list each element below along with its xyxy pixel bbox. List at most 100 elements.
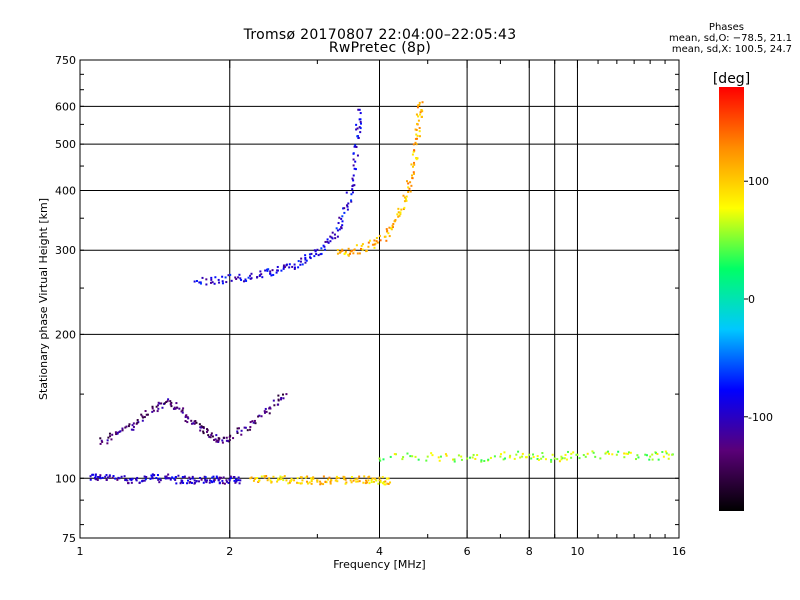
data-point — [186, 416, 189, 419]
data-point — [346, 208, 349, 211]
data-point — [504, 457, 507, 460]
data-point — [378, 457, 381, 460]
data-point — [314, 250, 317, 253]
data-point — [407, 182, 410, 185]
data-point — [390, 228, 393, 231]
data-point — [625, 452, 628, 455]
data-point — [519, 456, 522, 459]
data-point — [218, 482, 221, 485]
data-point — [221, 441, 224, 444]
data-point — [201, 276, 204, 279]
x-tick-label: 6 — [464, 545, 471, 558]
data-point — [118, 477, 121, 480]
data-point — [382, 458, 385, 461]
data-point — [282, 479, 285, 482]
data-point — [561, 457, 564, 460]
data-point — [204, 479, 207, 482]
data-point — [319, 480, 322, 483]
data-point — [297, 266, 300, 269]
data-point — [358, 252, 361, 255]
data-point — [381, 476, 384, 479]
data-point — [350, 475, 353, 478]
data-point — [544, 458, 547, 461]
data-point — [407, 186, 410, 189]
data-point — [216, 477, 219, 480]
data-point — [265, 410, 268, 413]
data-point — [269, 407, 272, 410]
data-point — [135, 478, 138, 481]
data-point — [124, 426, 127, 429]
data-point — [267, 268, 270, 271]
data-point — [338, 228, 341, 231]
data-point — [367, 245, 370, 248]
data-point — [416, 106, 419, 109]
data-point — [279, 475, 282, 478]
data-point — [191, 477, 194, 480]
data-point — [193, 422, 196, 425]
data-point — [149, 477, 152, 480]
data-point — [487, 458, 490, 461]
data-point — [356, 477, 359, 480]
data-point — [177, 474, 180, 477]
data-point — [282, 266, 285, 269]
data-point — [159, 479, 162, 482]
data-point — [277, 403, 280, 406]
data-point — [410, 163, 413, 166]
data-point — [232, 476, 235, 479]
data-point — [157, 407, 160, 410]
data-point — [264, 269, 267, 272]
data-point — [129, 478, 132, 481]
data-point — [387, 482, 390, 485]
data-point — [532, 453, 535, 456]
data-point — [565, 458, 568, 461]
data-point — [393, 453, 396, 456]
data-point — [186, 479, 189, 482]
data-point — [180, 481, 183, 484]
data-point — [168, 477, 171, 480]
data-point — [553, 457, 556, 460]
data-point — [131, 477, 134, 480]
data-point — [143, 475, 146, 478]
y-tick-label: 100 — [55, 472, 76, 485]
y-tick-label: 500 — [55, 138, 76, 151]
data-point — [300, 476, 303, 479]
data-point — [550, 458, 553, 461]
data-point — [356, 480, 359, 483]
data-point — [299, 482, 302, 485]
data-point — [235, 480, 238, 483]
data-point — [275, 271, 278, 274]
data-point — [108, 474, 111, 477]
data-point — [269, 479, 272, 482]
data-point — [415, 113, 418, 116]
colorbar-gradient — [719, 87, 744, 511]
data-point — [349, 252, 352, 255]
data-point — [109, 435, 112, 438]
data-point — [409, 190, 412, 193]
data-point — [352, 479, 355, 482]
data-point — [389, 455, 392, 458]
data-point — [238, 482, 241, 485]
data-point — [222, 436, 225, 439]
data-point — [281, 476, 284, 479]
data-point — [205, 278, 208, 281]
data-point — [417, 458, 420, 461]
data-point — [344, 250, 347, 253]
chart-title: Tromsø 20170807 22:04:00–22:05:43 — [243, 27, 517, 43]
data-point — [328, 476, 331, 479]
data-point — [227, 440, 230, 443]
x-tick-label: 2 — [226, 545, 233, 558]
data-point — [418, 103, 421, 106]
data-point — [399, 211, 402, 214]
y-tick-label: 200 — [55, 328, 76, 341]
data-point — [312, 477, 315, 480]
data-point — [329, 480, 332, 483]
data-point — [195, 480, 198, 483]
data-point — [202, 430, 205, 433]
data-point — [342, 207, 345, 210]
data-point — [536, 457, 539, 460]
data-point — [605, 451, 608, 454]
data-point — [636, 454, 639, 457]
data-point — [570, 452, 573, 455]
data-point — [258, 479, 261, 482]
data-point — [228, 439, 231, 442]
